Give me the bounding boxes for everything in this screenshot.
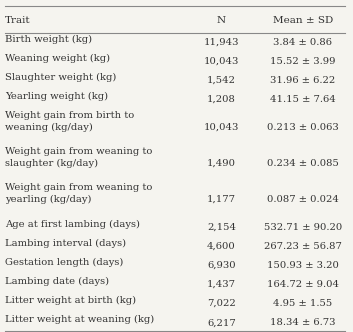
Text: Litter weight at weaning (kg): Litter weight at weaning (kg) bbox=[5, 315, 154, 324]
Text: 11,943: 11,943 bbox=[204, 38, 239, 47]
Text: 0.213 ± 0.063: 0.213 ± 0.063 bbox=[267, 123, 339, 132]
Text: 7,022: 7,022 bbox=[207, 299, 236, 308]
Text: 4.95 ± 1.55: 4.95 ± 1.55 bbox=[273, 299, 333, 308]
Text: Mean ± SD: Mean ± SD bbox=[273, 16, 333, 25]
Text: Weaning weight (kg): Weaning weight (kg) bbox=[5, 54, 110, 63]
Text: Lambing date (days): Lambing date (days) bbox=[5, 277, 109, 286]
Text: 150.93 ± 3.20: 150.93 ± 3.20 bbox=[267, 261, 339, 270]
Text: 15.52 ± 3.99: 15.52 ± 3.99 bbox=[270, 57, 336, 66]
Text: 6,217: 6,217 bbox=[207, 318, 236, 327]
Text: 3.84 ± 0.86: 3.84 ± 0.86 bbox=[274, 38, 333, 47]
Text: Weight gain from birth to
weaning (kg/day): Weight gain from birth to weaning (kg/da… bbox=[5, 111, 134, 132]
Text: Trait: Trait bbox=[5, 16, 30, 25]
Text: 10,043: 10,043 bbox=[204, 123, 239, 132]
Text: Litter weight at birth (kg): Litter weight at birth (kg) bbox=[5, 296, 136, 305]
Text: 267.23 ± 56.87: 267.23 ± 56.87 bbox=[264, 242, 342, 251]
Text: 18.34 ± 6.73: 18.34 ± 6.73 bbox=[270, 318, 336, 327]
Text: Gestation length (days): Gestation length (days) bbox=[5, 258, 123, 267]
Text: 10,043: 10,043 bbox=[204, 57, 239, 66]
Text: 1,490: 1,490 bbox=[207, 159, 236, 168]
Text: N: N bbox=[217, 16, 226, 25]
Text: Slaughter weight (kg): Slaughter weight (kg) bbox=[5, 73, 116, 82]
Text: 1,208: 1,208 bbox=[207, 95, 236, 104]
Text: Lambing interval (days): Lambing interval (days) bbox=[5, 239, 126, 248]
Text: 1,542: 1,542 bbox=[207, 76, 236, 85]
Text: Age at first lambing (days): Age at first lambing (days) bbox=[5, 220, 140, 229]
Text: 31.96 ± 6.22: 31.96 ± 6.22 bbox=[270, 76, 336, 85]
Text: 1,177: 1,177 bbox=[207, 195, 236, 204]
Text: 4,600: 4,600 bbox=[207, 242, 236, 251]
Text: Birth weight (kg): Birth weight (kg) bbox=[5, 35, 92, 44]
Text: Weight gain from weaning to
yearling (kg/day): Weight gain from weaning to yearling (kg… bbox=[5, 184, 152, 204]
Text: 1,437: 1,437 bbox=[207, 280, 236, 289]
Text: 164.72 ± 9.04: 164.72 ± 9.04 bbox=[267, 280, 339, 289]
Text: 0.234 ± 0.085: 0.234 ± 0.085 bbox=[267, 159, 339, 168]
Text: 0.087 ± 0.024: 0.087 ± 0.024 bbox=[267, 195, 339, 204]
Text: 2,154: 2,154 bbox=[207, 223, 236, 232]
Text: 41.15 ± 7.64: 41.15 ± 7.64 bbox=[270, 95, 336, 104]
Text: Yearling weight (kg): Yearling weight (kg) bbox=[5, 92, 108, 101]
Text: 532.71 ± 90.20: 532.71 ± 90.20 bbox=[264, 223, 342, 232]
Text: 6,930: 6,930 bbox=[207, 261, 236, 270]
Text: Weight gain from weaning to
slaughter (kg/day): Weight gain from weaning to slaughter (k… bbox=[5, 147, 152, 168]
